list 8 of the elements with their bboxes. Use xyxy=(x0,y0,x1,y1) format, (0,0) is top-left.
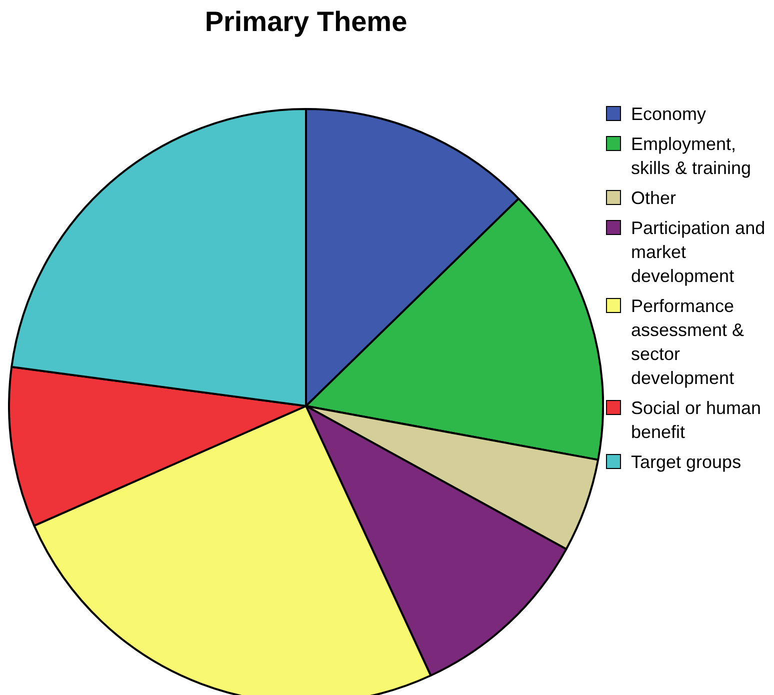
legend-label: Performance assessment & sector development xyxy=(631,295,746,390)
legend-label: Economy xyxy=(631,103,706,126)
legend-label: Participation and market development xyxy=(631,217,766,288)
legend-label: Other xyxy=(631,187,676,210)
legend-label: Employment, skills & training xyxy=(631,133,752,180)
chart-title: Primary Theme xyxy=(204,6,408,38)
legend-label: Target groups xyxy=(631,451,742,474)
legend-label: Social or human benefit xyxy=(631,397,762,444)
